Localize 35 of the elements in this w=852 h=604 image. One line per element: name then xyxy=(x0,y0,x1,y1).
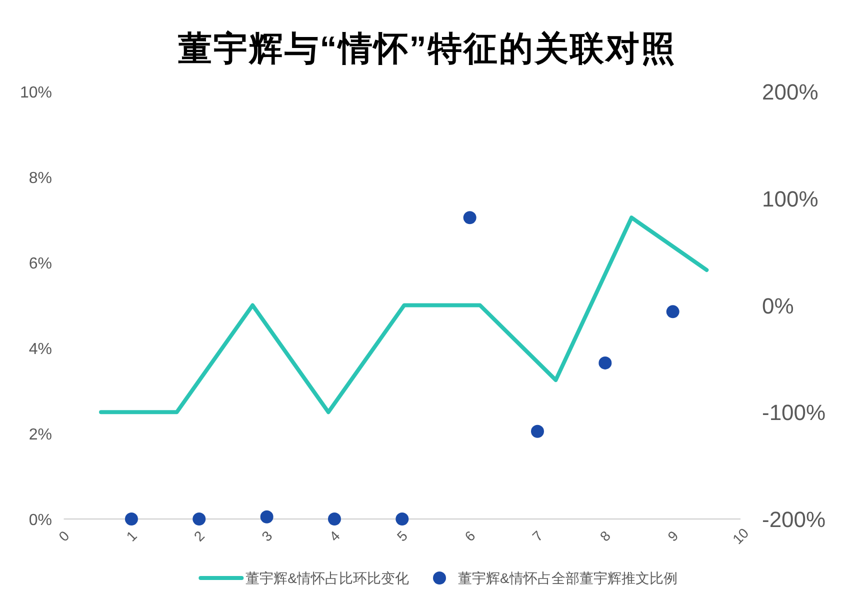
line-series xyxy=(99,216,709,414)
x-tick-label: 2 xyxy=(190,527,208,544)
point xyxy=(260,510,274,524)
y2-tick-label: 100% xyxy=(762,186,818,212)
x-tick-label: 10 xyxy=(729,524,752,548)
y2-tick-label: -100% xyxy=(762,400,826,426)
x-tick-label: 6 xyxy=(461,527,478,544)
point xyxy=(530,424,544,438)
y-tick-label: 4% xyxy=(28,341,52,358)
point xyxy=(598,356,612,370)
point xyxy=(124,512,138,526)
point xyxy=(666,305,680,318)
y2-tick-label: 200% xyxy=(762,80,818,104)
y-tick-label: 8% xyxy=(28,170,52,187)
x-tick-label: 7 xyxy=(529,527,546,544)
x-tick-label: 8 xyxy=(596,527,614,544)
point xyxy=(396,512,409,526)
point xyxy=(192,512,206,526)
title: 董宇辉与“情怀”特征的关联对照 xyxy=(178,30,676,68)
legend-label: 董宇辉&情怀占全部董宇辉推文比例 xyxy=(458,570,678,586)
legend-label: 董宇辉&情怀占比环比变化 xyxy=(246,570,409,586)
point xyxy=(328,512,341,526)
y-tick-label: 0% xyxy=(28,512,52,529)
point xyxy=(463,211,476,224)
y-tick-label: 2% xyxy=(28,426,52,444)
x-tick-label: 3 xyxy=(258,527,276,544)
y-tick-label: 10% xyxy=(20,84,52,102)
x-tick-label: 0 xyxy=(55,527,72,544)
y2-tick-label: 0% xyxy=(762,293,794,318)
x-tick-label: 5 xyxy=(394,527,411,544)
y2-tick-label: -200% xyxy=(762,507,826,532)
x-tick-label: 4 xyxy=(326,527,344,544)
y-tick-label: 6% xyxy=(28,256,52,272)
x-tick-label: 9 xyxy=(664,527,682,544)
x-tick-label: 1 xyxy=(123,527,140,544)
